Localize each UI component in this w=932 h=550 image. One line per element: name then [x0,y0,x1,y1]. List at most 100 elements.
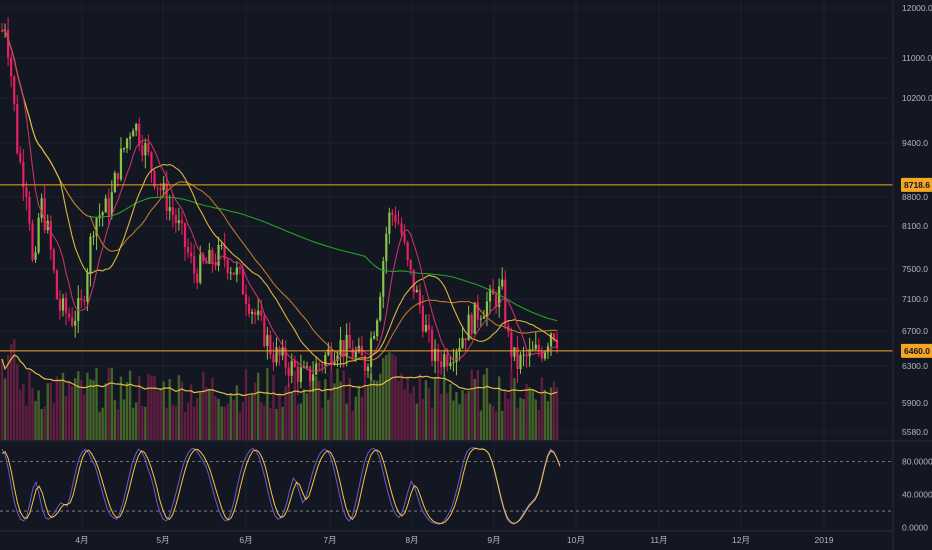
candle-body-60 [183,223,187,248]
volume-bar-153 [467,390,470,440]
candle-body-137 [418,289,421,307]
candle-body-115 [351,348,354,358]
candle-body-102 [312,374,315,381]
volume-bar-172 [525,384,528,440]
candle-body-168 [513,347,516,357]
price-tick-label-3: 9400.0 [902,138,928,148]
volume-bar-100 [305,393,309,440]
volume-bar-26 [80,379,83,440]
volume-bar-1 [3,378,7,440]
candle-body-36 [110,192,113,217]
volume-bar-171 [522,398,525,440]
candle-body-157 [479,318,482,320]
volume-bar-81 [247,395,251,440]
volume-bar-30 [92,380,95,440]
candle-body-27 [83,300,86,302]
volume-bar-74 [226,403,229,440]
volume-bar-72 [220,406,223,440]
candle-body-23 [71,317,74,326]
candle-body-6 [19,153,22,162]
volume-bar-8 [25,405,28,440]
volume-bar-20 [61,372,65,440]
volume-bar-51 [156,390,159,440]
candle-body-147 [449,362,452,367]
volume-bar-92 [281,406,284,440]
volume-bar-5 [16,363,19,440]
candle-body-55 [168,207,171,212]
candle-body-127 [388,212,391,234]
candle-body-111 [339,340,342,356]
volume-bar-182 [555,387,559,440]
candle-body-100 [305,366,309,368]
candle-body-91 [278,347,281,356]
candle-body-170 [519,354,522,370]
volume-bar-42 [128,370,132,440]
volume-bar-161 [491,406,495,440]
candle-body-181 [552,333,556,340]
volume-bar-61 [186,402,190,440]
candle-body-80 [244,294,248,304]
volume-bar-34 [104,383,107,440]
candle-body-135 [412,269,415,293]
volume-bar-173 [528,387,531,440]
volume-bar-170 [519,397,522,440]
volume-bar-38 [116,409,120,440]
volume-bar-139 [424,380,428,440]
candle-body-143 [437,348,440,362]
candle-body-165 [504,279,507,326]
candle-body-93 [284,347,287,368]
candle-body-24 [74,320,77,326]
volume-bar-158 [482,374,486,440]
candle-body-65 [199,254,202,283]
volume-bar-82 [250,393,254,440]
volume-bar-149 [455,391,458,440]
candle-body-75 [229,272,232,274]
candle-body-120 [366,367,370,371]
oscillator-tick-label-80.0000: 80.0000 [902,457,932,467]
volume-bar-18 [55,376,59,440]
moving-average-line-3 [1,29,558,372]
candle-body-136 [415,289,418,293]
volume-bar-160 [488,404,492,440]
candle-body-13 [40,198,43,218]
candle-body-42 [129,136,132,139]
volume-bar-59 [180,381,184,440]
volume-bar-148 [452,400,455,440]
time-tick-label-7: 11月 [650,535,667,545]
volume-moving-average-line [1,354,558,397]
volume-bar-123 [375,380,379,440]
volume-bar-89 [272,374,275,440]
candle-body-26 [80,298,83,301]
candle-body-121 [369,338,373,368]
volume-bar-7 [22,383,25,440]
volume-bar-52 [159,387,162,440]
volume-bar-115 [351,410,354,440]
volume-bar-163 [497,376,501,440]
volume-bar-31 [95,367,98,440]
moving-average-line-2 [1,29,558,365]
candle-body-128 [391,212,394,215]
candle-body-129 [394,214,397,223]
price-tick-label-5: 8100.0 [902,221,928,231]
candle-body-40 [122,148,126,150]
candle-body-90 [275,347,278,363]
volume-bar-119 [363,373,367,440]
volume-bar-111 [339,381,342,440]
candle-body-35 [107,198,110,217]
volume-bar-79 [241,401,245,440]
price-tick-label-2: 10200.0 [902,93,932,103]
candle-body-125 [382,261,385,297]
candle-body-164 [501,279,504,287]
volume-bar-103 [314,376,318,440]
volume-bar-162 [494,411,498,440]
candle-body-37 [113,172,116,193]
candle-body-67 [205,261,208,264]
volume-bar-63 [192,406,196,440]
volume-bar-126 [385,355,388,440]
candle-body-167 [510,331,513,357]
volume-bar-138 [421,398,425,440]
candle-body-12 [37,217,40,253]
candle-body-73 [223,244,226,260]
